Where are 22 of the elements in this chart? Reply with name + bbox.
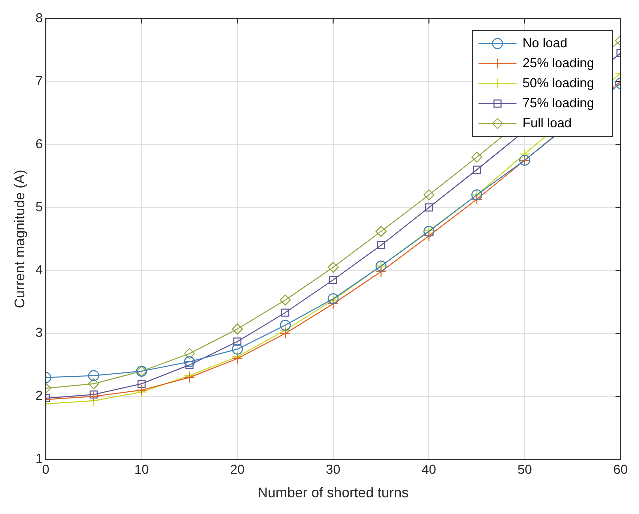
y-tick-label: 1 bbox=[36, 451, 44, 466]
y-axis-title: Current magnitude (A) bbox=[11, 170, 28, 308]
legend-label: 50% loading bbox=[522, 75, 594, 90]
legend-label: Full load bbox=[522, 115, 572, 130]
y-tick-label: 4 bbox=[36, 262, 44, 278]
x-tick-label: 10 bbox=[134, 462, 150, 477]
x-tick-label: 30 bbox=[326, 462, 341, 477]
y-tick-label: 2 bbox=[36, 388, 44, 404]
x-tick-label: 20 bbox=[230, 462, 245, 477]
legend-label: 75% loading bbox=[522, 95, 594, 110]
legend-label: 25% loading bbox=[522, 55, 594, 70]
y-tick-label: 6 bbox=[36, 136, 44, 152]
x-tick-label: 40 bbox=[422, 462, 436, 477]
legend-label: No load bbox=[522, 35, 568, 50]
x-axis-title: Number of shorted turns bbox=[258, 484, 409, 500]
y-tick-label: 3 bbox=[36, 325, 44, 340]
y-tick-label: 8 bbox=[36, 10, 44, 26]
y-tick-label: 5 bbox=[36, 199, 44, 214]
x-tick-label: 60 bbox=[614, 462, 628, 477]
x-tick-label: 0 bbox=[42, 462, 50, 477]
y-tick-label: 7 bbox=[36, 73, 44, 88]
x-tick-label: 50 bbox=[518, 462, 532, 477]
